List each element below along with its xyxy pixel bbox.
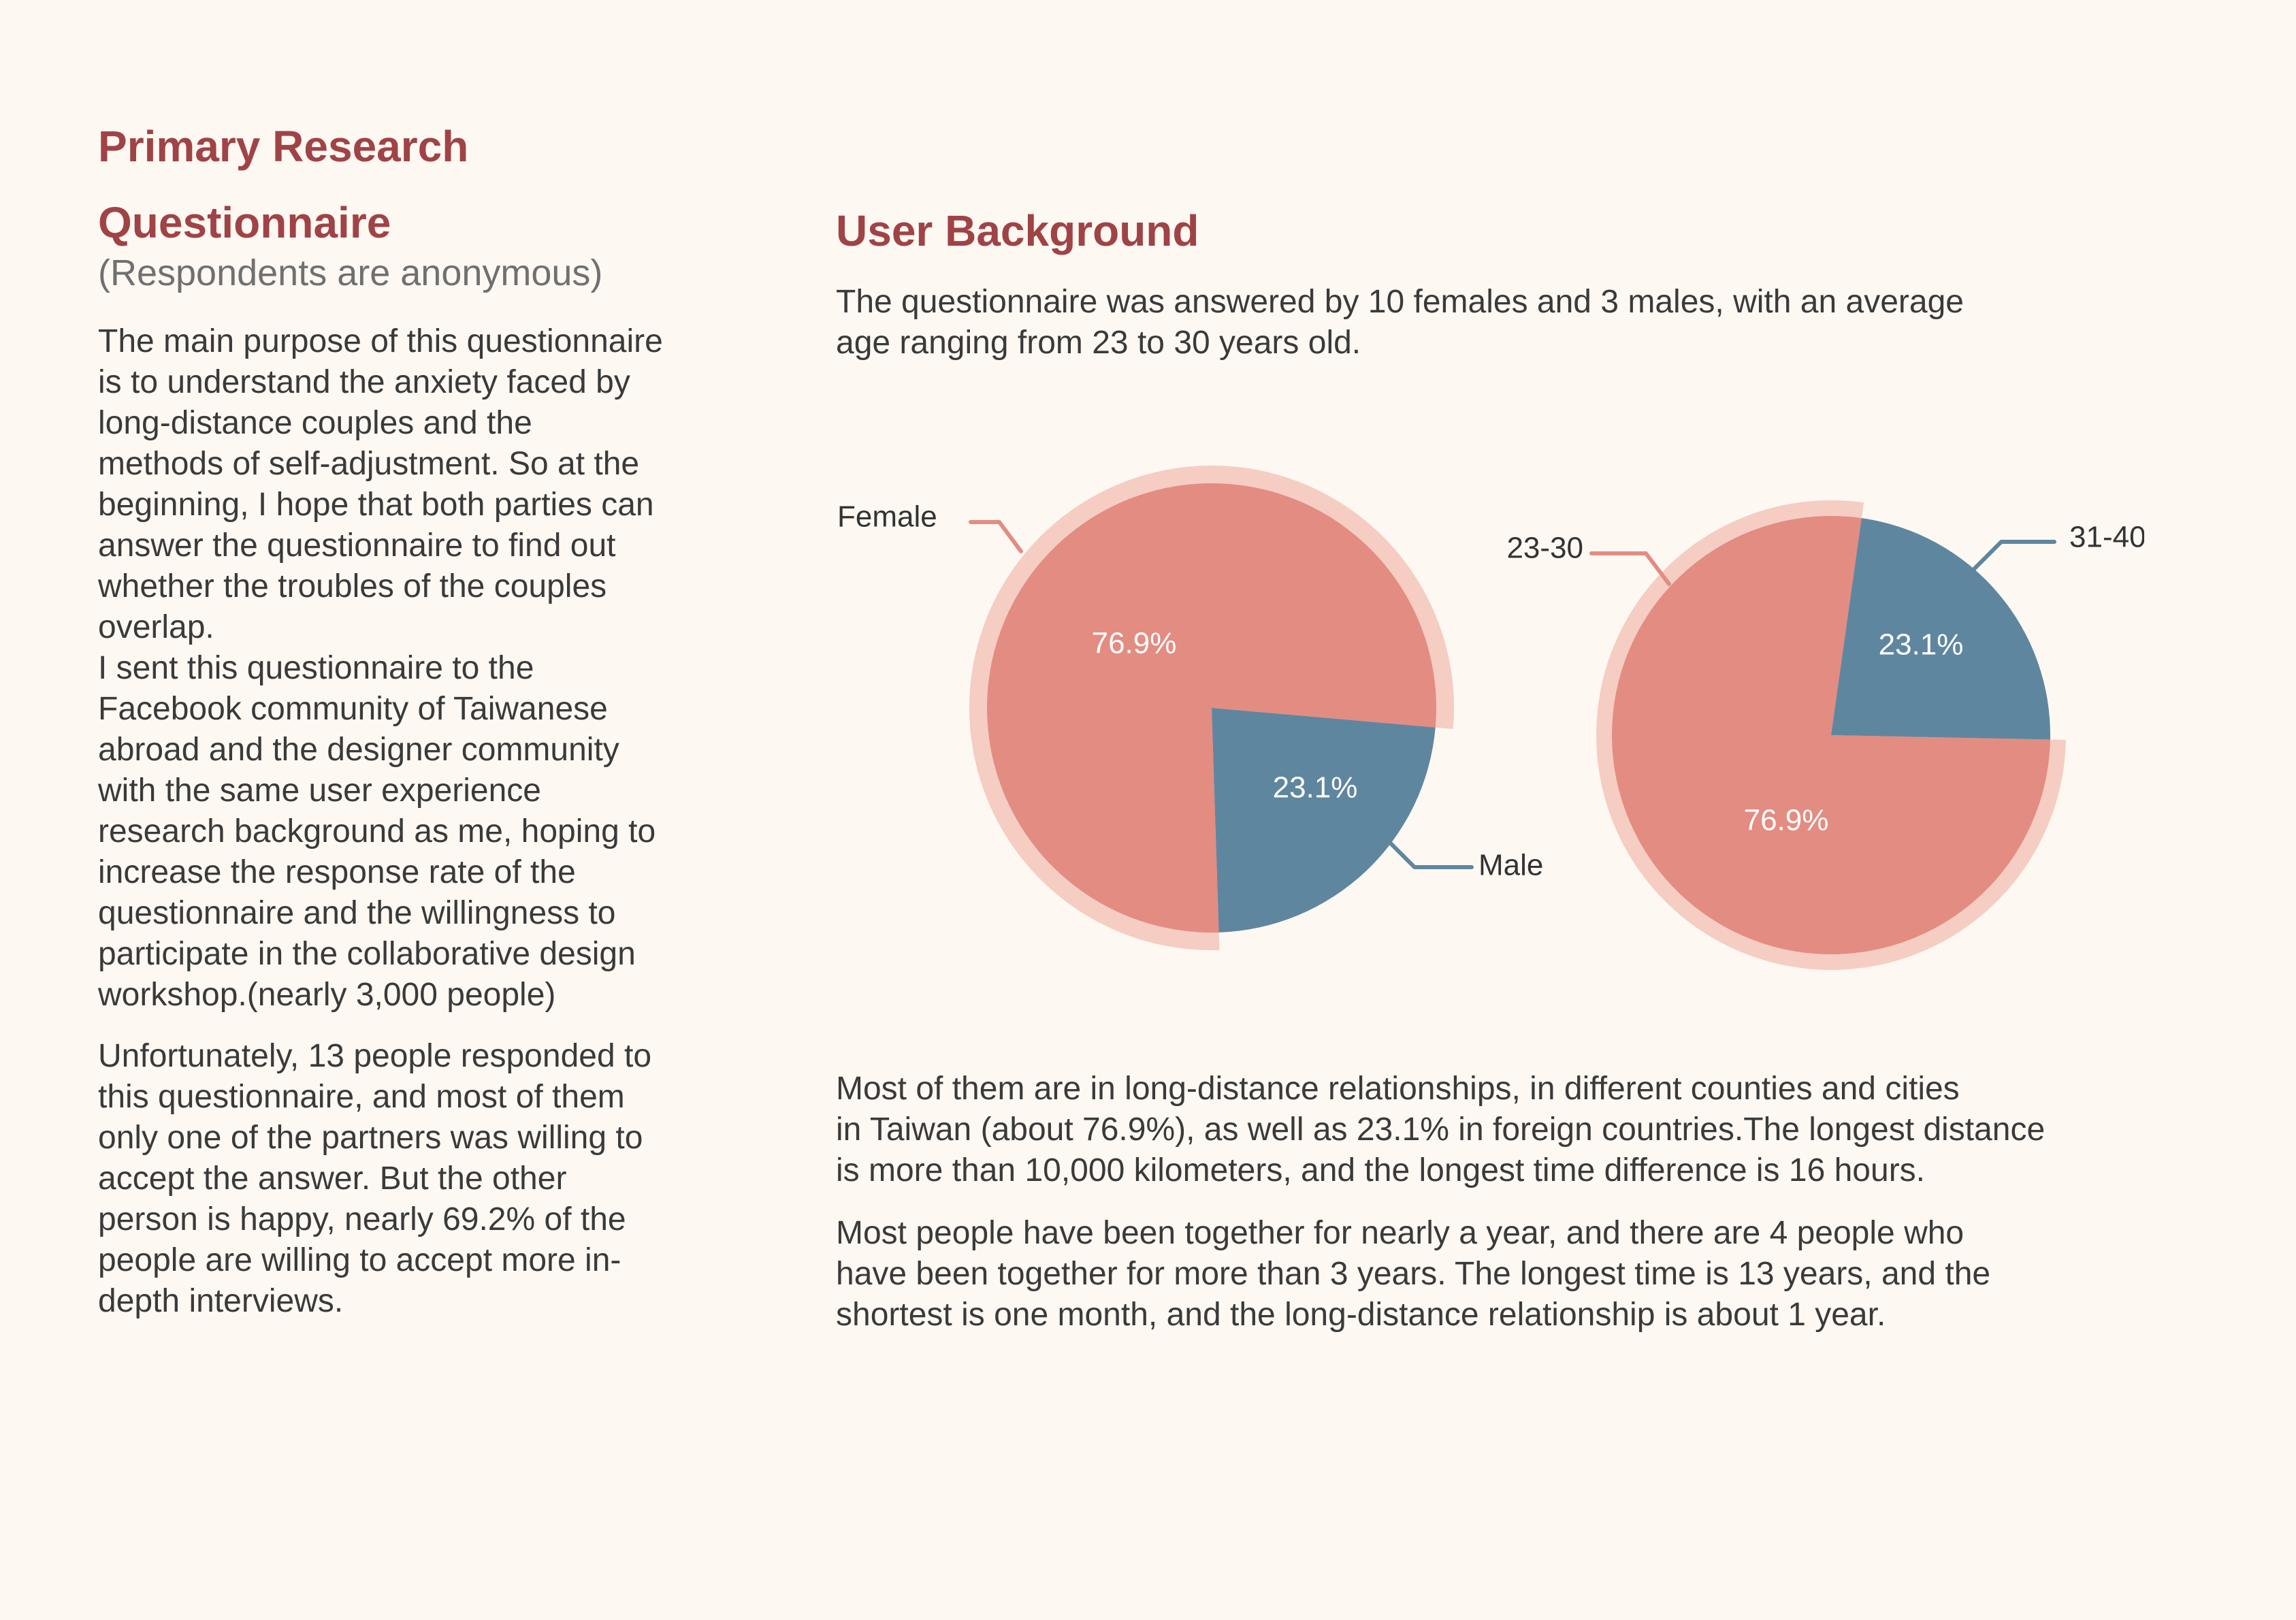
anonymous-note: (Respondents are anonymous) — [98, 253, 603, 293]
pie-charts: Female Male 76.9% 23.1% 23-30 31-40 76.9% 23.1… — [837, 466, 2144, 970]
age-31-40-leader-line — [1971, 540, 2056, 572]
male-leader-line — [1388, 841, 1474, 869]
questionnaire-heading: Questionnaire — [98, 198, 391, 247]
purpose-paragraph: The main purpose of this questionnaire i… — [98, 323, 663, 1013]
female-leader-line — [969, 520, 1023, 553]
male-value-label: 23.1% — [1273, 771, 1358, 805]
female-value-label: 76.9% — [1092, 627, 1177, 660]
male-label: Male — [1478, 849, 1543, 882]
age-pie-chart: 23-30 31-40 76.9% 23.1% — [1506, 500, 2144, 970]
distance-paragraph: Most of them are in long-distance relati… — [836, 1071, 2046, 1188]
age-23-30-label: 23-30 — [1506, 532, 1583, 565]
age-23-30-leader-line — [1589, 551, 1671, 586]
response-paragraph: Unfortunately, 13 people responded to th… — [98, 1038, 652, 1319]
intro-paragraph: The questionnaire was answered by 10 fem… — [836, 284, 1964, 361]
user-background-heading: User Background — [836, 206, 1199, 255]
female-label: Female — [837, 500, 937, 534]
age-31-40-slice — [1831, 518, 2050, 740]
age-23-30-value-label: 76.9% — [1744, 804, 1829, 837]
age-31-40-value-label: 23.1% — [1879, 628, 1964, 662]
age-23-30-slice — [1612, 515, 2050, 954]
duration-paragraph: Most people have been together for nearl… — [836, 1215, 1991, 1333]
age-31-40-label: 31-40 — [2069, 521, 2144, 554]
section-heading: Primary Research — [98, 122, 469, 171]
male-slice — [1212, 708, 1436, 933]
gender-pie-chart: Female Male 76.9% 23.1% — [837, 466, 1543, 950]
female-slice — [987, 483, 1436, 933]
